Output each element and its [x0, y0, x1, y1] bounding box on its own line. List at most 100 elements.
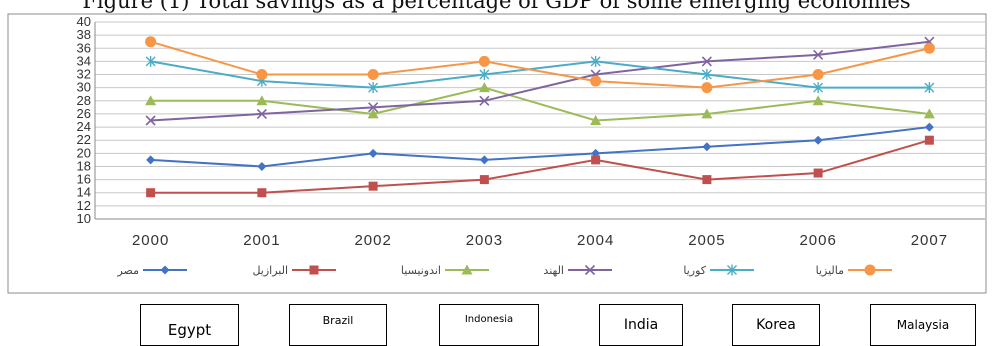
y-tick-label: 34 [77, 53, 91, 68]
data-point-marker [924, 82, 935, 94]
y-tick-label: 32 [77, 67, 91, 82]
legend-item: اندونيسيا [401, 264, 489, 277]
data-point-marker [812, 69, 824, 81]
data-point-marker [145, 95, 157, 106]
data-point-marker [461, 264, 473, 275]
x-tick-label: 2005 [688, 232, 725, 249]
series-line [150, 126, 930, 168]
data-point-marker [479, 155, 489, 165]
data-point-marker [702, 175, 712, 185]
legend-item: الهند [543, 264, 612, 277]
data-point-marker [478, 82, 490, 93]
country-label-indonesia: Indonesia [439, 304, 539, 346]
data-point-marker [813, 49, 824, 60]
data-point-marker [256, 95, 268, 106]
series-line [150, 40, 930, 89]
data-point-marker [146, 155, 156, 165]
chart-title: Figure (1) Total savings as a percentage… [82, 0, 911, 13]
data-point-marker [146, 188, 156, 198]
data-point-marker [590, 75, 602, 87]
data-point-marker [368, 102, 379, 113]
country-label-malaysia: Malaysia [870, 304, 976, 346]
data-point-marker [701, 69, 712, 81]
y-tick-label: 14 [77, 185, 91, 200]
data-point-marker [257, 161, 267, 171]
y-tick-label: 30 [77, 80, 91, 95]
country-label-korea: Korea [732, 304, 820, 346]
series-5 [145, 55, 935, 94]
y-tick-label: 36 [77, 40, 91, 55]
data-point-marker [145, 36, 157, 48]
series-line [150, 40, 930, 122]
data-point-marker [727, 264, 737, 276]
data-point-marker [368, 181, 378, 191]
x-tick-label: 2007 [911, 232, 948, 249]
legend-item: كوريا [683, 264, 754, 277]
data-point-marker [701, 108, 713, 119]
y-tick-label: 16 [77, 172, 91, 187]
legend-label: الهند [543, 264, 564, 277]
y-tick-label: 28 [77, 93, 91, 108]
data-point-marker [584, 264, 596, 276]
data-point-marker [368, 82, 379, 94]
data-point-marker [924, 122, 934, 132]
legend-label: اندونيسيا [401, 264, 441, 277]
legend-item: مصر [116, 264, 187, 277]
x-tick-label: 2003 [466, 232, 503, 249]
series-3 [145, 82, 935, 125]
country-label-brazil: Brazil [289, 304, 387, 346]
data-point-marker [702, 142, 712, 152]
legend-label: ماليزيا [816, 264, 845, 277]
legend-label: مصر [116, 264, 139, 277]
country-label-india: India [599, 304, 683, 346]
series-line [150, 86, 930, 122]
data-point-marker [590, 55, 601, 67]
data-point-marker [479, 95, 490, 106]
data-point-marker [257, 188, 267, 198]
x-tick-label: 2006 [799, 232, 836, 249]
y-tick-label: 10 [77, 211, 91, 226]
data-point-marker [145, 115, 156, 126]
series-2 [146, 135, 934, 198]
legend-label: كوريا [683, 264, 706, 277]
y-tick-label: 20 [77, 145, 91, 160]
data-point-marker [812, 95, 824, 106]
data-point-marker [591, 155, 601, 165]
legend-item: ماليزيا [816, 264, 892, 277]
y-tick-label: 12 [77, 198, 91, 213]
x-tick-label: 2001 [243, 232, 280, 249]
data-point-marker [256, 69, 268, 81]
data-point-marker [145, 55, 156, 67]
data-point-marker [367, 108, 379, 119]
series-line [150, 139, 930, 194]
y-tick-label: 40 [77, 14, 91, 29]
series-1 [146, 122, 934, 171]
y-tick-label: 18 [77, 158, 91, 173]
data-point-marker [701, 56, 712, 67]
y-tick-label: 24 [77, 119, 91, 134]
data-point-marker [701, 82, 713, 94]
data-point-marker [813, 168, 823, 178]
data-point-marker [309, 265, 319, 275]
data-point-marker [923, 108, 935, 119]
data-point-marker [160, 265, 170, 275]
x-tick-label: 2002 [354, 232, 391, 249]
data-point-marker [367, 69, 379, 81]
x-tick-label: 2000 [132, 232, 169, 249]
y-tick-label: 22 [77, 132, 91, 147]
series-line [150, 60, 930, 89]
x-tick-label: 2004 [577, 232, 614, 249]
data-point-marker [590, 115, 602, 125]
legend-item: البرازيل [252, 264, 336, 277]
data-point-marker [813, 82, 824, 94]
y-tick-label: 38 [77, 27, 91, 42]
data-point-marker [368, 148, 378, 158]
data-point-marker [864, 264, 876, 276]
y-tick-label: 26 [77, 106, 91, 121]
data-point-marker [924, 135, 934, 145]
series-6 [145, 36, 935, 94]
data-point-marker [813, 135, 823, 145]
data-point-marker [479, 175, 489, 185]
country-label-egypt: Egypt [140, 304, 239, 346]
